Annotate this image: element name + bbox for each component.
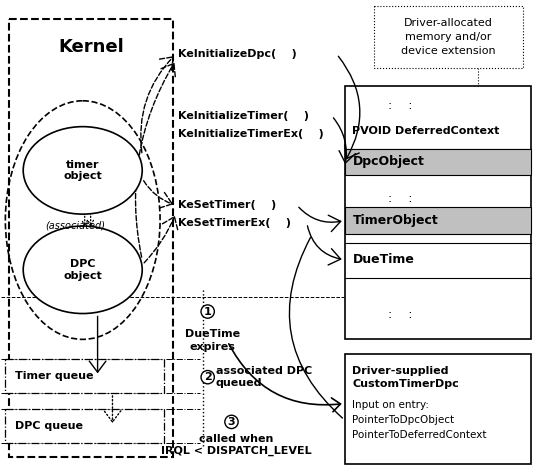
Bar (345, 86, 531, 340)
Text: KeSetTimer(    ): KeSetTimer( ) (178, 200, 276, 210)
Text: 1: 1 (204, 307, 211, 317)
Text: (associated): (associated) (45, 220, 105, 230)
Text: associated DPC
queued: associated DPC queued (216, 366, 312, 389)
Text: Kernel: Kernel (59, 38, 124, 56)
Text: Driver-allocated
memory and/or
device extension: Driver-allocated memory and/or device ex… (402, 18, 496, 56)
Bar (375, 7, 523, 68)
Text: 3: 3 (228, 417, 235, 427)
Text: DueTime
expires: DueTime expires (185, 329, 240, 352)
Text: called when
IRQL < DISPATCH_LEVEL: called when IRQL < DISPATCH_LEVEL (161, 434, 312, 456)
Bar (345, 354, 531, 463)
Bar (5, 359, 164, 393)
Text: timer
object: timer object (63, 160, 102, 181)
Text: :    :: : : (388, 192, 412, 205)
Text: KeSetTimerEx(    ): KeSetTimerEx( ) (178, 218, 291, 228)
Text: KeInitializeDpc(    ): KeInitializeDpc( ) (178, 49, 296, 59)
Text: Driver-supplied
CustomTimerDpc: Driver-supplied CustomTimerDpc (352, 366, 459, 390)
Text: DpcObject: DpcObject (352, 155, 424, 169)
Text: 2: 2 (204, 372, 211, 382)
Bar (345, 148, 531, 175)
Ellipse shape (23, 226, 142, 314)
Text: :    :: : : (388, 99, 412, 112)
Bar (9, 19, 173, 457)
Text: TimerObject: TimerObject (352, 214, 438, 227)
Bar (345, 207, 531, 234)
Text: KeInitializeTimer(    ): KeInitializeTimer( ) (178, 111, 309, 121)
Text: Input on entry:
PointerToDpcObject
PointerToDeferredContext: Input on entry: PointerToDpcObject Point… (352, 400, 487, 439)
Text: Timer queue: Timer queue (15, 371, 94, 381)
Text: :    :: : : (388, 308, 412, 321)
Text: DueTime: DueTime (352, 253, 414, 267)
Text: DPC queue: DPC queue (15, 421, 83, 431)
Text: DPC
object: DPC object (63, 259, 102, 281)
Text: KeInitializeTimerEx(    ): KeInitializeTimerEx( ) (178, 129, 324, 138)
Bar (5, 409, 164, 443)
Ellipse shape (23, 127, 142, 214)
Text: PVOID DeferredContext: PVOID DeferredContext (352, 126, 500, 136)
